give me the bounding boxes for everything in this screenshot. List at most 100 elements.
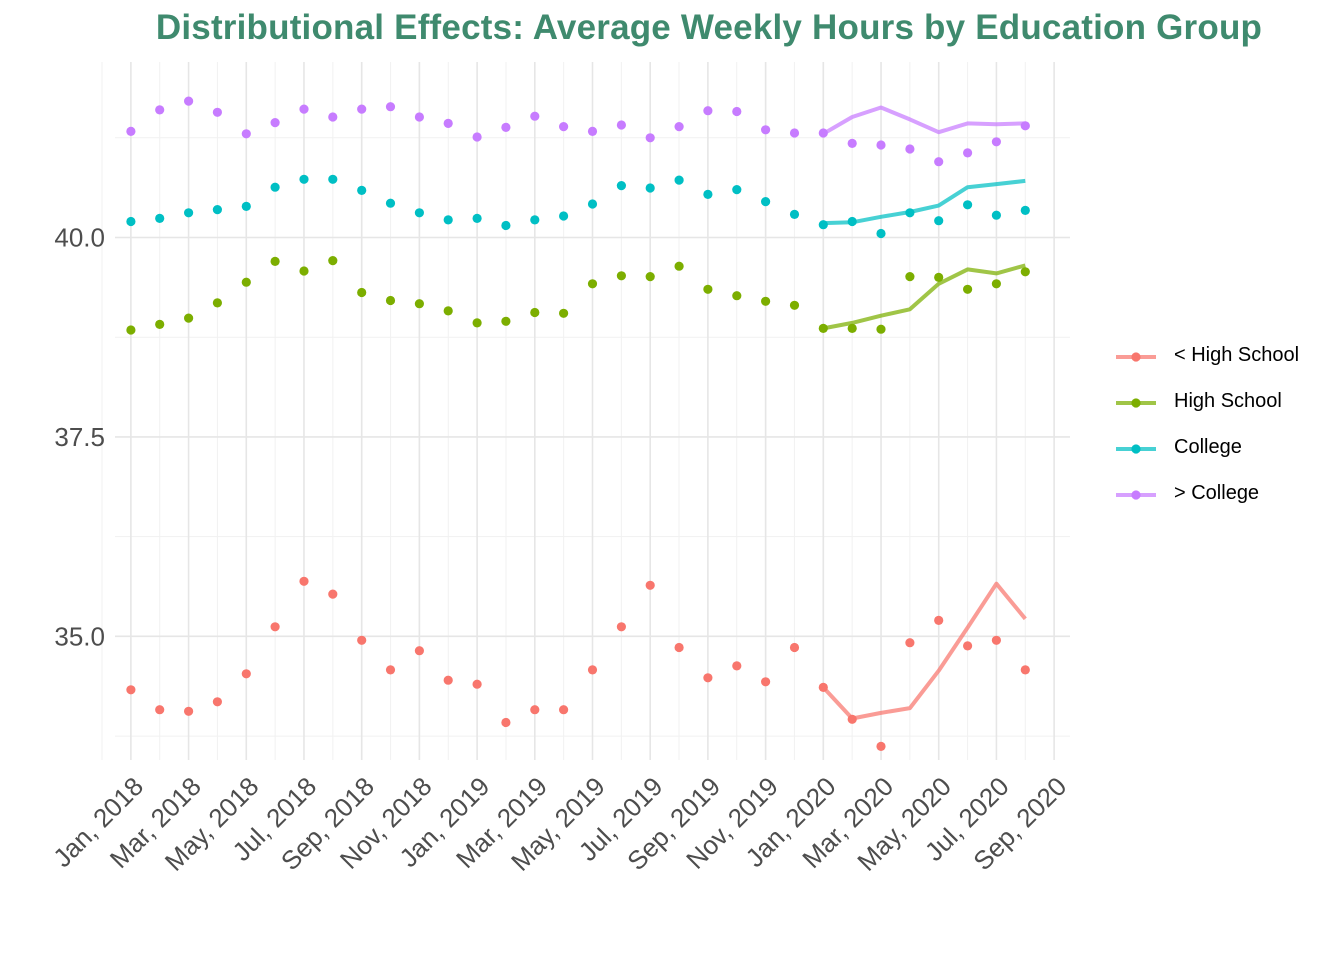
data-point	[876, 140, 886, 150]
data-point	[703, 673, 713, 683]
data-point	[443, 306, 453, 316]
data-point	[270, 118, 280, 128]
data-point	[876, 324, 886, 334]
data-point	[732, 291, 742, 301]
data-point	[616, 120, 627, 130]
legend-key	[1116, 444, 1156, 454]
data-point	[847, 216, 857, 227]
data-point	[991, 137, 1002, 147]
series-lines	[821, 105, 1027, 721]
data-point	[299, 174, 309, 184]
data-point	[385, 665, 396, 675]
data-point	[616, 271, 627, 281]
data-point	[212, 298, 222, 308]
data-point	[241, 277, 251, 287]
data-point	[385, 198, 396, 208]
data-point	[1020, 267, 1030, 277]
data-point	[155, 213, 165, 223]
data-point	[905, 272, 915, 282]
data-point	[299, 266, 309, 276]
y-tick-label: 35.0	[54, 621, 105, 651]
data-point	[963, 148, 973, 158]
data-point	[357, 287, 367, 298]
data-point	[443, 118, 453, 128]
data-point	[963, 641, 973, 651]
grid-major	[115, 62, 1070, 760]
series-line	[821, 581, 1027, 721]
legend-key	[1116, 398, 1156, 408]
data-point	[357, 104, 367, 114]
data-point	[443, 215, 453, 225]
data-point	[414, 299, 424, 309]
data-point	[328, 112, 338, 122]
data-point	[414, 646, 424, 656]
data-point	[963, 200, 973, 210]
y-tick-label: 40.0	[54, 222, 105, 252]
data-point	[991, 210, 1002, 220]
data-point	[357, 185, 367, 195]
data-point	[645, 183, 655, 193]
data-point	[212, 107, 222, 117]
data-point	[789, 642, 800, 653]
data-point	[616, 181, 627, 191]
chart-title: Distributional Effects: Average Weekly H…	[155, 8, 1263, 47]
data-point	[212, 697, 222, 707]
data-point	[299, 576, 309, 586]
data-point	[559, 211, 569, 221]
y-tick-labels: 35.0 37.5 40.0	[54, 222, 105, 651]
data-point	[530, 215, 540, 225]
data-point	[761, 125, 771, 135]
data-point	[472, 679, 482, 689]
data-point	[645, 272, 655, 282]
data-point	[155, 705, 165, 715]
data-point	[789, 128, 800, 138]
data-point	[328, 174, 338, 184]
data-point	[991, 279, 1002, 289]
y-tick-label: 37.5	[54, 422, 105, 452]
data-point	[876, 228, 886, 239]
data-point	[934, 216, 944, 226]
data-point	[905, 638, 915, 648]
data-point	[501, 316, 511, 326]
data-point	[530, 111, 540, 121]
data-point	[184, 208, 194, 218]
data-point	[184, 96, 194, 106]
legend-label: < High School	[1174, 344, 1300, 366]
series-line	[822, 263, 1026, 331]
legend-item: < High School	[1114, 338, 1339, 384]
grid-minor	[101, 62, 1070, 760]
data-point	[963, 284, 973, 294]
data-point	[732, 661, 742, 671]
data-point	[761, 296, 771, 306]
legend-label: High School	[1174, 390, 1282, 412]
data-point	[559, 122, 569, 132]
data-point	[530, 307, 540, 318]
series-points	[126, 96, 1030, 752]
legend-label: College	[1174, 436, 1242, 458]
data-point	[270, 182, 280, 192]
data-point	[184, 313, 194, 323]
data-point	[1020, 121, 1030, 131]
data-point	[934, 615, 944, 626]
data-point	[905, 144, 915, 154]
data-point	[212, 205, 222, 215]
data-point	[1020, 205, 1030, 215]
data-point	[126, 216, 136, 227]
legend-item: High School	[1114, 384, 1339, 430]
data-point	[674, 261, 684, 271]
data-point	[501, 122, 511, 132]
data-point	[472, 213, 482, 223]
data-point	[328, 256, 338, 266]
data-point	[703, 189, 713, 199]
data-point	[761, 197, 771, 207]
legend-point	[1131, 352, 1141, 362]
data-point	[328, 589, 338, 599]
data-point	[732, 106, 742, 117]
legend-item: College	[1114, 430, 1339, 476]
data-point	[847, 138, 857, 148]
data-point	[155, 105, 165, 115]
data-point	[357, 635, 367, 645]
data-point	[414, 112, 424, 122]
data-point	[587, 279, 598, 289]
data-point	[674, 642, 684, 653]
